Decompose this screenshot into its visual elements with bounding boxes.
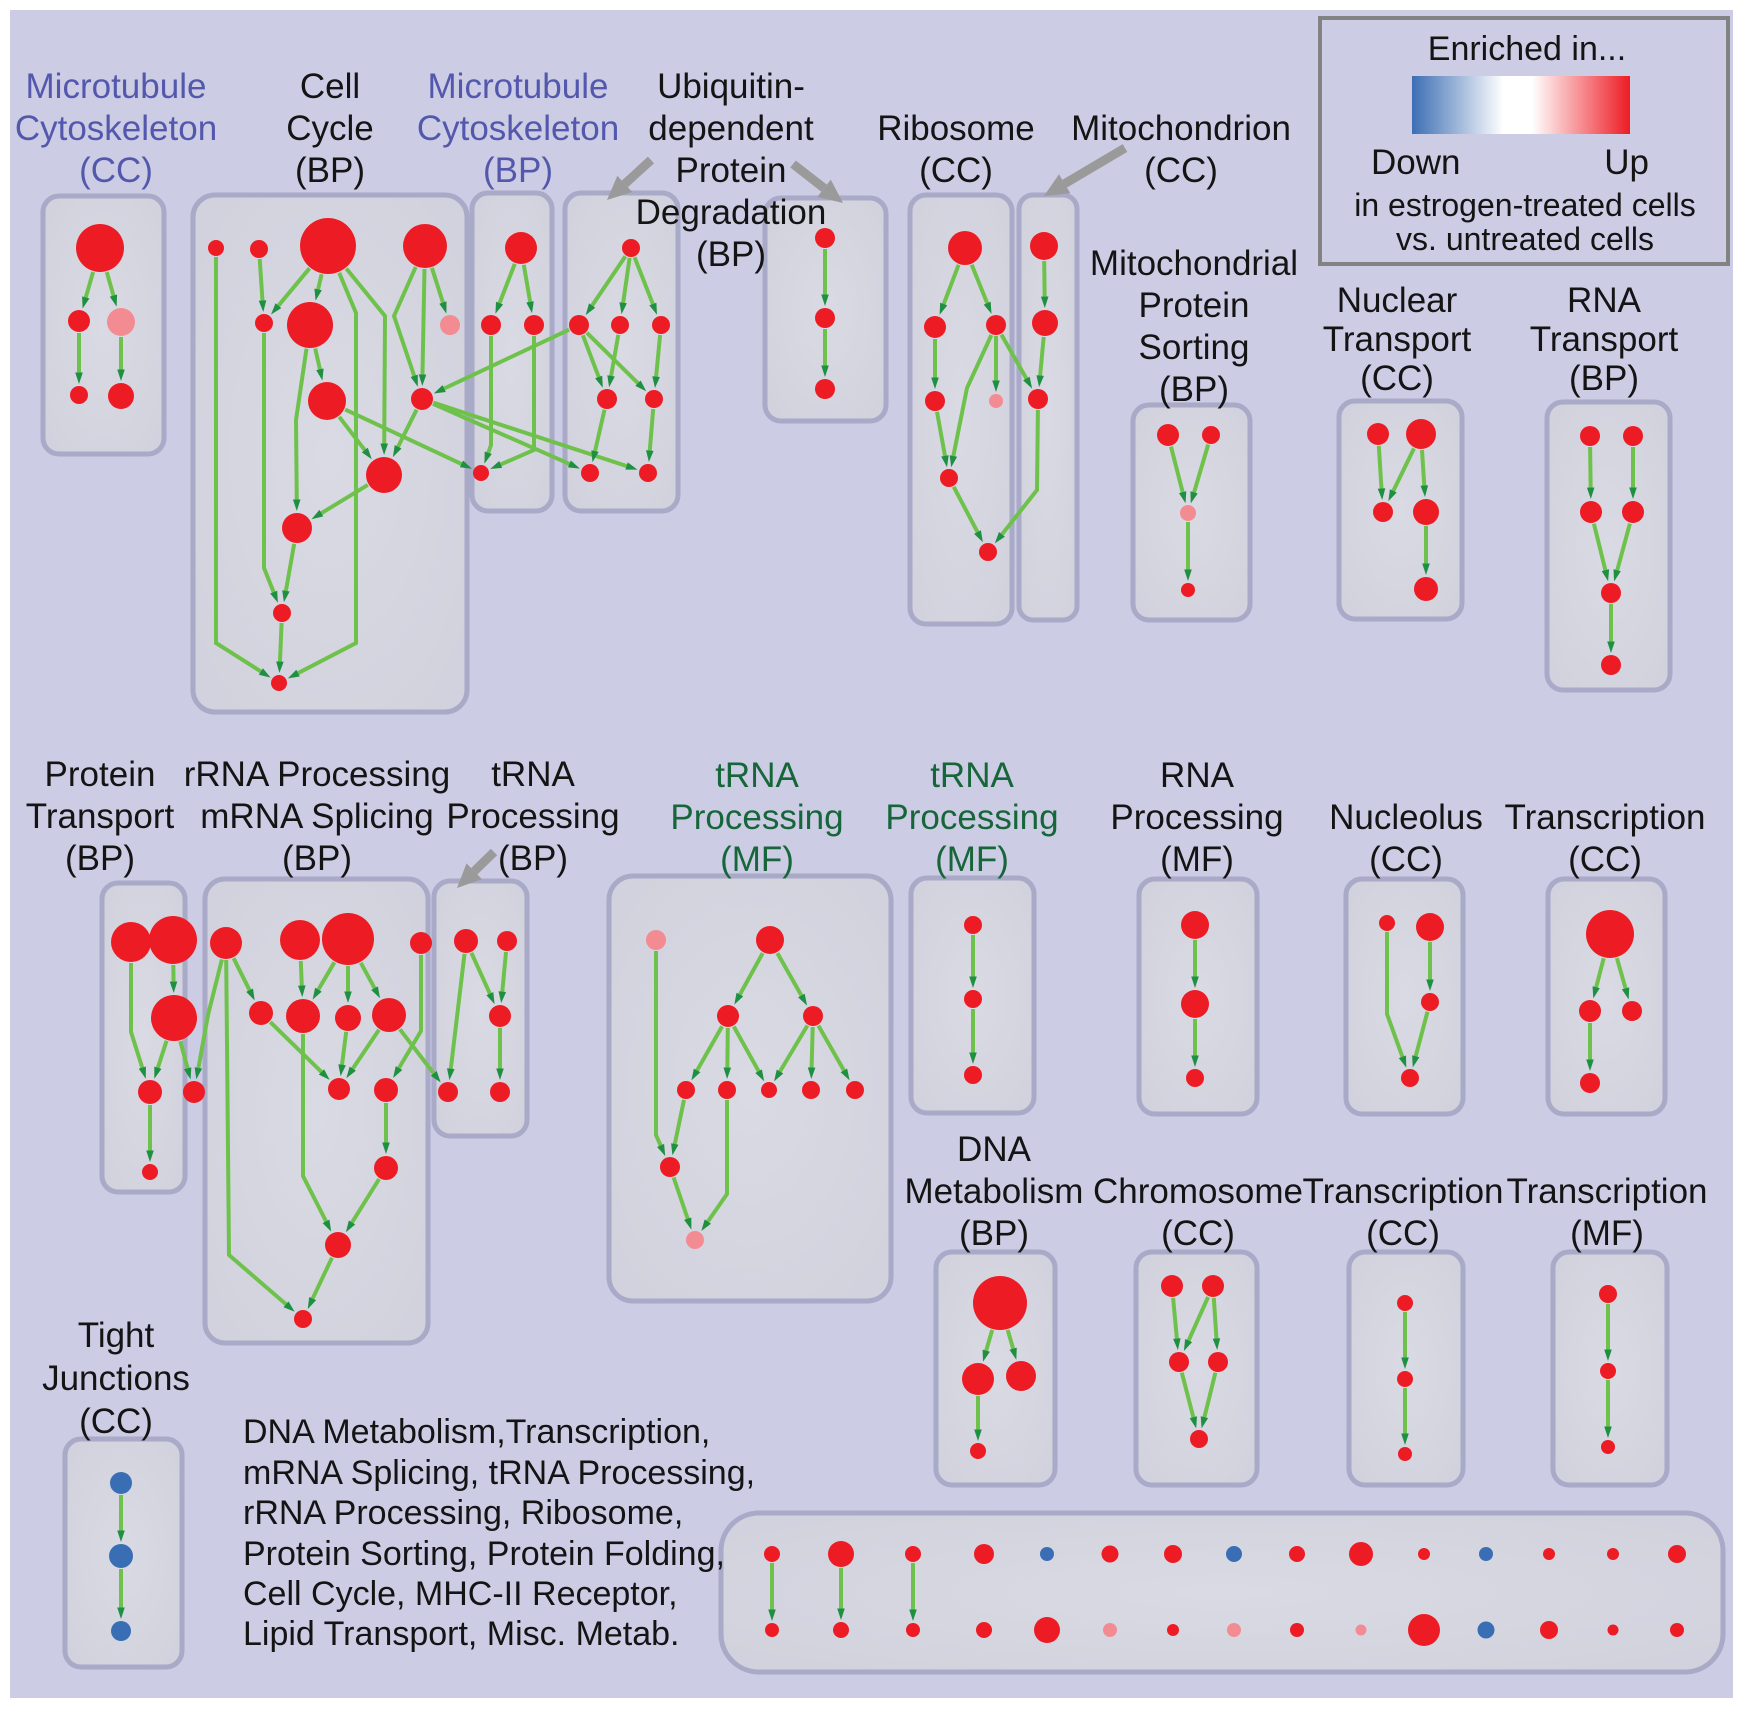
svg-text:Chromosome: Chromosome — [1093, 1172, 1303, 1211]
svg-text:Up: Up — [1604, 143, 1649, 182]
svg-text:DNA Metabolism,Transcription,: DNA Metabolism,Transcription, — [243, 1413, 710, 1451]
svg-text:(CC): (CC) — [1369, 840, 1443, 879]
svg-text:(MF): (MF) — [1570, 1214, 1644, 1253]
svg-text:rRNA Processing: rRNA Processing — [184, 755, 450, 794]
svg-text:rRNA Processing, Ribosome,: rRNA Processing, Ribosome, — [243, 1494, 683, 1532]
svg-text:(MF): (MF) — [1160, 840, 1234, 879]
svg-text:(MF): (MF) — [720, 840, 794, 879]
svg-text:(MF): (MF) — [935, 840, 1009, 879]
svg-text:(CC): (CC) — [919, 151, 993, 190]
svg-text:Degradation: Degradation — [636, 193, 827, 232]
svg-text:(BP): (BP) — [498, 839, 568, 878]
svg-text:mRNA Splicing, tRNA Processing: mRNA Splicing, tRNA Processing, — [243, 1454, 755, 1492]
svg-text:Nuclear: Nuclear — [1337, 281, 1458, 320]
svg-text:Sorting: Sorting — [1139, 328, 1250, 367]
svg-text:Transport: Transport — [1323, 320, 1472, 359]
svg-text:(BP): (BP) — [1159, 370, 1229, 409]
svg-text:Protein: Protein — [1139, 286, 1250, 325]
svg-text:(CC): (CC) — [1366, 1214, 1440, 1253]
svg-text:(BP): (BP) — [959, 1214, 1029, 1253]
svg-text:(CC): (CC) — [1360, 359, 1434, 398]
svg-text:(BP): (BP) — [696, 235, 766, 274]
svg-text:Enriched in...: Enriched in... — [1428, 30, 1626, 68]
svg-text:Processing: Processing — [446, 797, 619, 836]
svg-text:tRNA: tRNA — [491, 755, 575, 794]
svg-text:Transcription: Transcription — [1505, 798, 1706, 837]
svg-text:(CC): (CC) — [1161, 1214, 1235, 1253]
svg-text:vs. untreated cells: vs. untreated cells — [1396, 221, 1654, 257]
svg-text:Processing: Processing — [1110, 798, 1283, 837]
svg-text:Cytoskeleton: Cytoskeleton — [15, 109, 217, 148]
svg-text:Transcription: Transcription — [1303, 1172, 1504, 1211]
svg-text:Microtubule: Microtubule — [26, 67, 207, 106]
svg-text:RNA: RNA — [1160, 756, 1235, 795]
svg-text:(CC): (CC) — [79, 1402, 153, 1441]
svg-text:Ribosome: Ribosome — [877, 109, 1035, 148]
svg-text:Cytoskeleton: Cytoskeleton — [417, 109, 619, 148]
svg-text:(CC): (CC) — [1568, 840, 1642, 879]
svg-text:Transport: Transport — [1530, 320, 1679, 359]
svg-text:Lipid Transport, Misc. Metab.: Lipid Transport, Misc. Metab. — [243, 1615, 680, 1653]
svg-text:(BP): (BP) — [295, 151, 365, 190]
svg-text:(BP): (BP) — [483, 151, 553, 190]
svg-text:Ubiquitin-: Ubiquitin- — [657, 67, 805, 106]
svg-text:Mitochondrial: Mitochondrial — [1090, 244, 1298, 283]
svg-text:tRNA: tRNA — [715, 756, 799, 795]
svg-text:Processing: Processing — [885, 798, 1058, 837]
svg-text:Protein: Protein — [676, 151, 787, 190]
svg-text:Tight: Tight — [78, 1316, 155, 1355]
svg-text:dependent: dependent — [648, 109, 814, 148]
svg-text:Junctions: Junctions — [42, 1359, 190, 1398]
svg-text:Protein Sorting, Protein Foldi: Protein Sorting, Protein Folding, — [243, 1535, 725, 1573]
svg-text:RNA: RNA — [1567, 281, 1642, 320]
svg-text:Cell Cycle, MHC-II Receptor,: Cell Cycle, MHC-II Receptor, — [243, 1575, 678, 1613]
svg-text:Cell: Cell — [300, 67, 360, 106]
svg-text:Metabolism: Metabolism — [905, 1172, 1084, 1211]
svg-text:Nucleolus: Nucleolus — [1329, 798, 1483, 837]
svg-text:(CC): (CC) — [1144, 151, 1218, 190]
svg-text:Transcription: Transcription — [1507, 1172, 1708, 1211]
svg-text:(BP): (BP) — [1569, 359, 1639, 398]
svg-text:Protein: Protein — [45, 755, 156, 794]
svg-text:(BP): (BP) — [282, 839, 352, 878]
svg-text:Processing: Processing — [670, 798, 843, 837]
svg-text:Mitochondrion: Mitochondrion — [1071, 109, 1291, 148]
svg-text:(BP): (BP) — [65, 839, 135, 878]
svg-text:DNA: DNA — [957, 1130, 1032, 1169]
svg-text:Transport: Transport — [26, 797, 175, 836]
svg-text:Down: Down — [1371, 143, 1460, 182]
svg-text:mRNA Splicing: mRNA Splicing — [200, 797, 433, 836]
svg-text:Cycle: Cycle — [286, 109, 374, 148]
svg-text:Microtubule: Microtubule — [428, 67, 609, 106]
svg-text:(CC): (CC) — [79, 151, 153, 190]
svg-text:in estrogen-treated cells: in estrogen-treated cells — [1354, 187, 1696, 223]
svg-text:tRNA: tRNA — [930, 756, 1014, 795]
